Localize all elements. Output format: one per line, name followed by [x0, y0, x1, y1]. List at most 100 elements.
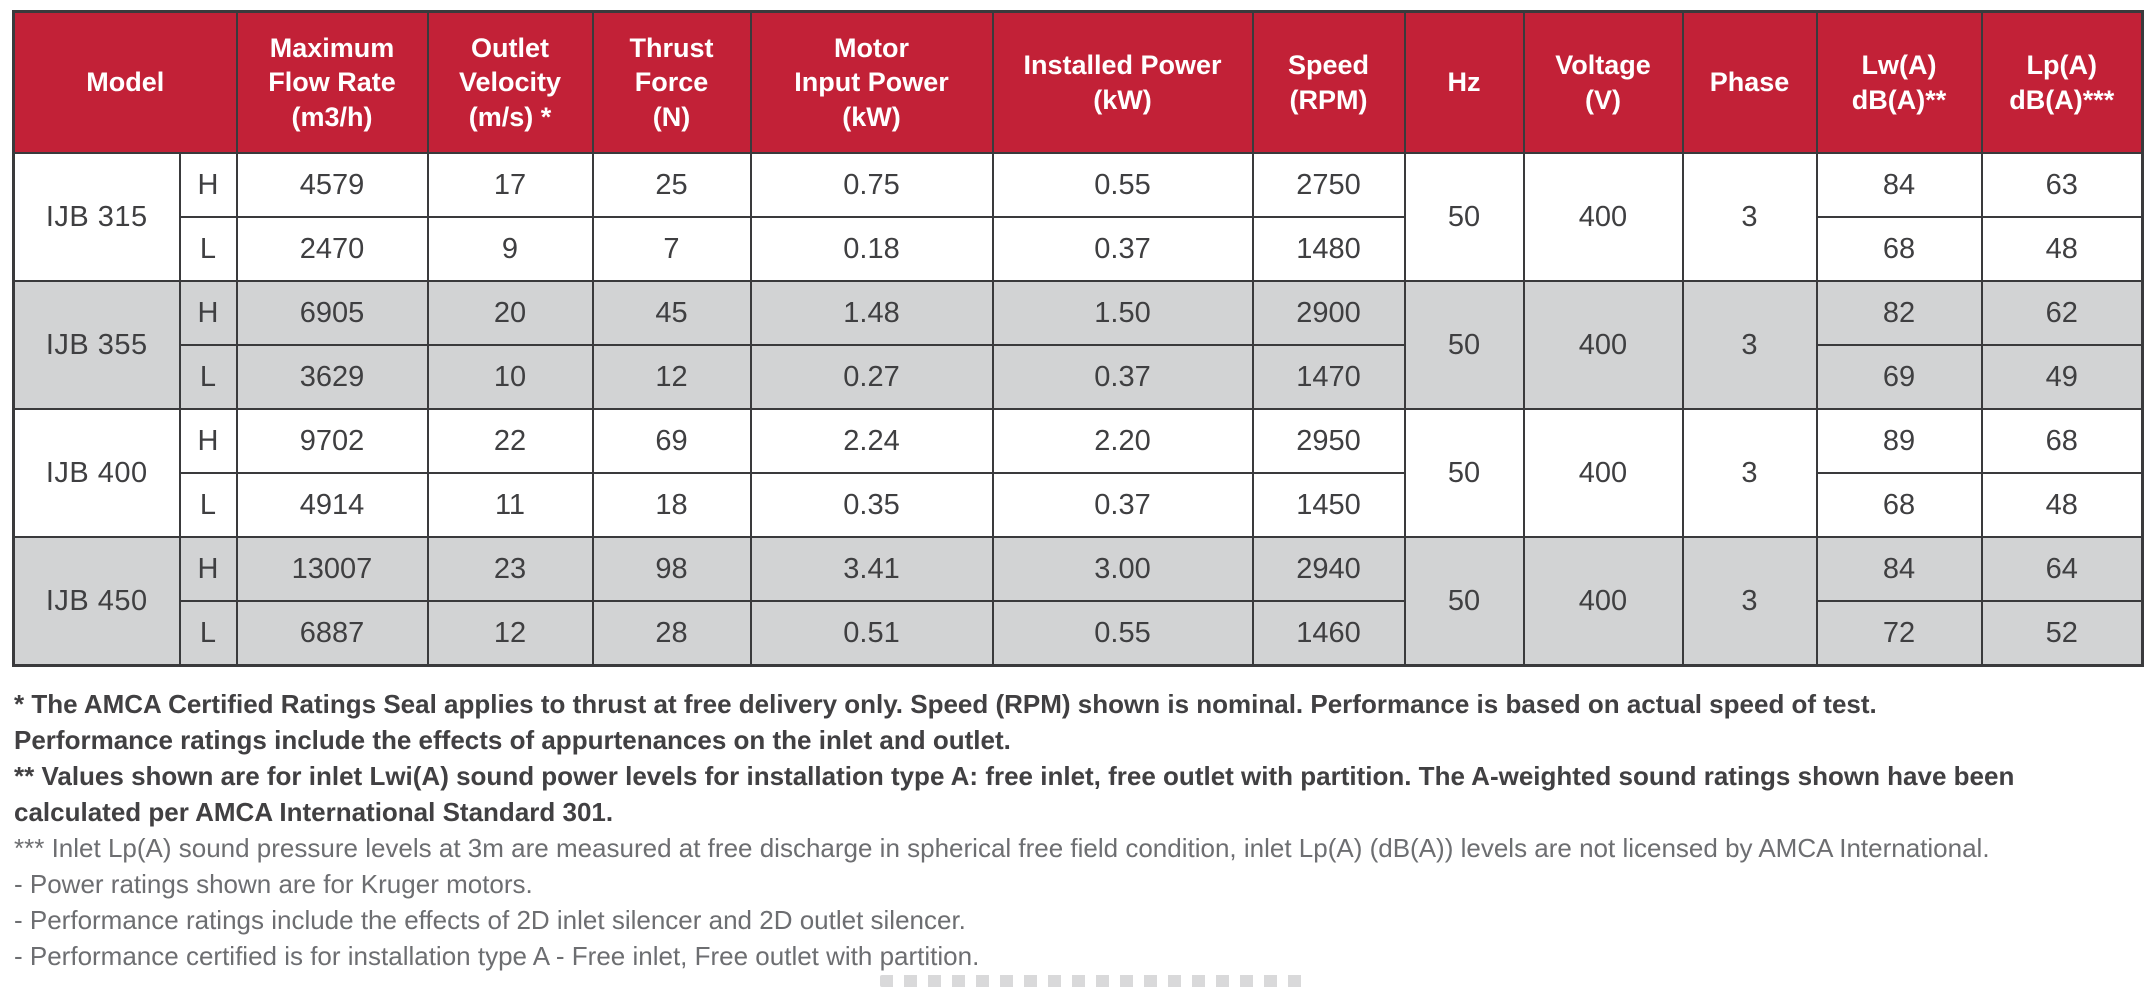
column-header-motor-input-power: Motor Input Power (kW): [749, 10, 994, 154]
column-header-outlet-velocity: Outlet Velocity (m/s) *: [426, 10, 594, 154]
cell-hz: 50: [1403, 280, 1525, 410]
footnote-sound-power: ** Values shown are for inlet Lwi(A) sou…: [14, 761, 2015, 791]
table-row-ijb400-l: L 4914 11 18 0.35 0.37 1450 68 48: [14, 472, 2144, 538]
cell-installed-power: 0.37: [991, 216, 1254, 282]
cell-lwa: 82: [1815, 280, 1983, 346]
cell-lwa: 89: [1815, 408, 1983, 474]
column-header-installed-power: Installed Power (kW): [991, 10, 1254, 154]
cell-motor-power: 2.24: [749, 408, 994, 474]
cell-lwa: 84: [1815, 536, 1983, 602]
speed-variant-cell: L: [178, 472, 238, 538]
column-header-lpa: Lp(A) dB(A)***: [1980, 10, 2144, 154]
cell-flow: 9702: [235, 408, 429, 474]
footnote-appurtenances: Performance ratings include the effects …: [14, 725, 1011, 755]
cell-lwa: 84: [1815, 152, 1983, 218]
footnotes-block: * The AMCA Certified Ratings Seal applie…: [14, 686, 2148, 974]
speed-variant-cell: L: [178, 600, 238, 667]
speed-variant-cell: H: [178, 152, 238, 218]
header-row: Model Maximum Flow Rate (m3/h) Outlet Ve…: [12, 10, 2144, 154]
cell-velocity: 12: [426, 600, 594, 667]
cell-velocity: 20: [426, 280, 594, 346]
cell-velocity: 11: [426, 472, 594, 538]
cell-velocity: 9: [426, 216, 594, 282]
footnote-silencers: - Performance ratings include the effect…: [14, 905, 966, 935]
cell-motor-power: 0.75: [749, 152, 994, 218]
cell-thrust: 25: [591, 152, 752, 218]
cell-voltage: 400: [1522, 280, 1684, 410]
speed-variant-cell: H: [178, 408, 238, 474]
cell-flow: 6887: [235, 600, 429, 667]
cell-voltage: 400: [1522, 536, 1684, 667]
cell-thrust: 18: [591, 472, 752, 538]
cell-installed-power: 2.20: [991, 408, 1254, 474]
cell-motor-power: 0.27: [749, 344, 994, 410]
cell-speed: 2940: [1251, 536, 1406, 602]
cell-installed-power: 1.50: [991, 280, 1254, 346]
cell-lpa: 62: [1980, 280, 2144, 346]
table-row-ijb450-l: L 6887 12 28 0.51 0.55 1460 72 52: [14, 600, 2144, 667]
table-row-ijb315-l: L 2470 9 7 0.18 0.37 1480 68 48: [14, 216, 2144, 282]
footnote-installation-type: - Performance certified is for installat…: [14, 941, 980, 971]
cell-voltage: 400: [1522, 152, 1684, 282]
column-header-model: Model: [12, 10, 238, 154]
cell-speed: 2900: [1251, 280, 1406, 346]
cell-hz: 50: [1403, 408, 1525, 538]
cell-lpa: 48: [1980, 472, 2144, 538]
speed-variant-cell: H: [178, 280, 238, 346]
cell-lwa: 68: [1815, 472, 1983, 538]
cell-installed-power: 0.55: [991, 600, 1254, 667]
cropped-text-fragment: [880, 975, 1310, 987]
cell-velocity: 23: [426, 536, 594, 602]
cell-thrust: 98: [591, 536, 752, 602]
cell-flow: 4914: [235, 472, 429, 538]
cell-flow: 6905: [235, 280, 429, 346]
column-header-speed: Speed (RPM): [1251, 10, 1406, 154]
model-name-cell: IJB 315: [12, 152, 181, 282]
cell-phase: 3: [1681, 536, 1818, 667]
speed-variant-cell: L: [178, 216, 238, 282]
cell-speed: 1470: [1251, 344, 1406, 410]
cell-phase: 3: [1681, 280, 1818, 410]
table-row-ijb450-h: IJB 450 H 13007 23 98 3.41 3.00 2940 50 …: [12, 536, 2144, 667]
column-header-lwa: Lw(A) dB(A)**: [1815, 10, 1983, 154]
footnote-kruger-motors: - Power ratings shown are for Kruger mot…: [14, 869, 533, 899]
cell-lpa: 64: [1980, 536, 2144, 602]
table-row-ijb355-l: L 3629 10 12 0.27 0.37 1470 69 49: [14, 344, 2144, 410]
table-row-ijb400-h: IJB 400 H 9702 22 69 2.24 2.20 2950 50 4…: [12, 408, 2144, 538]
cell-velocity: 10: [426, 344, 594, 410]
cell-speed: 1450: [1251, 472, 1406, 538]
cell-speed: 2950: [1251, 408, 1406, 474]
cell-installed-power: 0.55: [991, 152, 1254, 218]
cell-flow: 4579: [235, 152, 429, 218]
cell-thrust: 69: [591, 408, 752, 474]
cell-speed: 1480: [1251, 216, 1406, 282]
cell-velocity: 22: [426, 408, 594, 474]
model-name-cell: IJB 400: [12, 408, 181, 538]
cell-lpa: 48: [1980, 216, 2144, 282]
cell-voltage: 400: [1522, 408, 1684, 538]
cell-lpa: 52: [1980, 600, 2144, 667]
cell-flow: 2470: [235, 216, 429, 282]
cell-thrust: 45: [591, 280, 752, 346]
footnote-sound-pressure: *** Inlet Lp(A) sound pressure levels at…: [14, 833, 1990, 863]
cell-phase: 3: [1681, 152, 1818, 282]
fan-specification-table: Model Maximum Flow Rate (m3/h) Outlet Ve…: [12, 10, 2144, 667]
cell-motor-power: 3.41: [749, 536, 994, 602]
cell-installed-power: 0.37: [991, 472, 1254, 538]
cell-lwa: 69: [1815, 344, 1983, 410]
speed-variant-cell: L: [178, 344, 238, 410]
cell-thrust: 12: [591, 344, 752, 410]
column-header-phase: Phase: [1681, 10, 1818, 154]
model-name-cell: IJB 450: [12, 536, 181, 667]
footnote-sound-power-cont: calculated per AMCA International Standa…: [14, 797, 614, 827]
speed-variant-cell: H: [178, 536, 238, 602]
cell-motor-power: 0.18: [749, 216, 994, 282]
cell-lpa: 63: [1980, 152, 2144, 218]
column-header-thrust-force: Thrust Force (N): [591, 10, 752, 154]
cell-motor-power: 0.51: [749, 600, 994, 667]
cell-motor-power: 0.35: [749, 472, 994, 538]
column-header-flow-rate: Maximum Flow Rate (m3/h): [235, 10, 429, 154]
table-row-ijb315-h: IJB 315 H 4579 17 25 0.75 0.55 2750 50 4…: [12, 152, 2144, 282]
cell-lpa: 68: [1980, 408, 2144, 474]
table-row-ijb355-h: IJB 355 H 6905 20 45 1.48 1.50 2900 50 4…: [12, 280, 2144, 410]
